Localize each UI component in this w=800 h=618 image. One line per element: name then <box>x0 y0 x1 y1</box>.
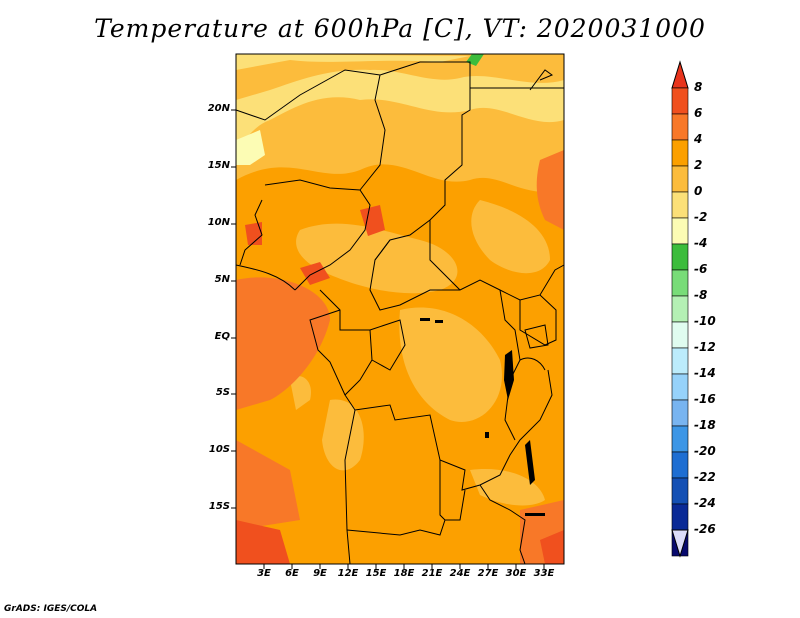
colorbar-box <box>671 165 689 193</box>
lat-label: 20N <box>207 103 230 114</box>
lon-label: 12E <box>337 568 359 579</box>
colorbar-label: 8 <box>694 80 703 94</box>
colorbar-box <box>671 139 689 167</box>
lon-label: 3E <box>257 568 271 579</box>
lon-label: 24E <box>449 568 471 579</box>
lon-label: 21E <box>421 568 443 579</box>
cool-patch-west <box>236 130 265 165</box>
lat-label: 5S <box>215 387 230 398</box>
warm-patch-east <box>536 150 564 230</box>
cool-patch-coast <box>290 376 311 410</box>
lake-small-1 <box>420 318 430 321</box>
hot-patch-west <box>245 222 262 245</box>
colorbar-label: -24 <box>694 496 716 510</box>
colorbar-box <box>671 269 689 297</box>
hot-patch-se <box>540 530 564 564</box>
lake-small-3 <box>485 432 489 438</box>
colorbar-box <box>671 217 689 245</box>
colorbar-label: -4 <box>694 236 708 250</box>
hot-patch-sw <box>236 520 290 564</box>
warm-patch-sw <box>236 440 300 530</box>
colorbar <box>671 60 689 558</box>
colorbar-label: -6 <box>694 262 708 276</box>
colorbar-box <box>671 503 689 531</box>
lake-victoria <box>524 324 549 349</box>
colorbar-label: 0 <box>694 184 703 198</box>
colorbar-box <box>671 191 689 219</box>
lon-label: 15E <box>365 568 387 579</box>
lat-label: 15N <box>207 160 230 171</box>
colorbar-box <box>671 113 689 141</box>
cool-region-congo <box>399 307 502 422</box>
colorbar-label: -14 <box>694 366 716 380</box>
cool-region-east <box>471 200 550 274</box>
lat-label: 10S <box>208 444 230 455</box>
colorbar-box <box>671 425 689 453</box>
cool-band-north <box>236 54 564 150</box>
cool-region-zambia <box>470 469 545 506</box>
colorbar-label: -18 <box>694 418 716 432</box>
colorbar-box <box>671 87 689 115</box>
lat-label: 15S <box>208 501 230 512</box>
lat-ticks <box>231 109 236 509</box>
lake-tanganyika <box>504 350 514 400</box>
colorbar-label: -12 <box>694 340 716 354</box>
lat-label: 5N <box>214 274 230 285</box>
lon-label: 30E <box>505 568 527 579</box>
lakes <box>420 318 549 516</box>
colorbar-label: -8 <box>694 288 708 302</box>
lake-kariba <box>525 513 545 516</box>
colorbar-box <box>671 477 689 505</box>
lake-small-2 <box>435 320 443 323</box>
lon-label: 18E <box>393 568 415 579</box>
warm-patch-gulf <box>236 277 330 410</box>
colorbar-arrow-bottom <box>671 529 689 558</box>
lat-label: 10N <box>207 217 230 228</box>
lon-label: 9E <box>313 568 327 579</box>
colorbar-arrow-top <box>671 60 689 89</box>
lon-label: 27E <box>477 568 499 579</box>
lake-malawi <box>525 440 535 485</box>
hot-patch-nigeria <box>300 262 330 285</box>
colorbar-label: -22 <box>694 470 716 484</box>
map-frame <box>235 53 565 565</box>
band-north-3 <box>236 54 470 70</box>
band-north-2 <box>236 54 564 100</box>
colorbar-box <box>671 347 689 375</box>
lon-label: 33E <box>533 568 555 579</box>
colorbar-box <box>671 451 689 479</box>
colorbar-box <box>671 399 689 427</box>
grads-credit: GrADS: IGES/COLA <box>4 604 98 614</box>
colorbar-label: -20 <box>694 444 716 458</box>
colorbar-label: -26 <box>694 522 716 536</box>
colorbar-label: -2 <box>694 210 708 224</box>
chart-title: Temperature at 600hPa [C], VT: 202003100… <box>94 14 706 43</box>
colorbar-label: -16 <box>694 392 716 406</box>
colorbar-label: -10 <box>694 314 716 328</box>
colorbar-box <box>671 243 689 271</box>
lon-ticks <box>263 564 545 569</box>
colorbar-label: 6 <box>694 106 703 120</box>
colorbar-label: 2 <box>694 158 703 172</box>
colorbar-box <box>671 373 689 401</box>
colorbar-box <box>671 295 689 323</box>
lat-label: EQ <box>214 331 230 342</box>
hot-patch-chad <box>360 205 385 236</box>
country-borders <box>235 61 565 565</box>
colorbar-box <box>671 321 689 349</box>
colorbar-label: 4 <box>694 132 703 146</box>
lon-label: 6E <box>285 568 299 579</box>
